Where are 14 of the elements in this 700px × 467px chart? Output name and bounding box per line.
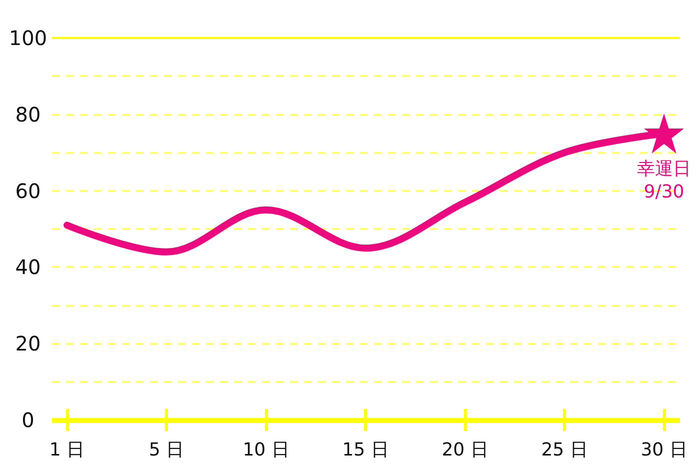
annotation: 幸運日 9/30 bbox=[637, 158, 691, 202]
y-tick-label: 100 bbox=[8, 26, 48, 50]
x-tick-label: 1 日 bbox=[49, 440, 85, 460]
y-tick-label: 60 bbox=[15, 178, 41, 203]
y-tick-label: 40 bbox=[15, 255, 41, 280]
x-tick-label: 25 日 bbox=[541, 440, 588, 460]
y-tick-label: 0 bbox=[22, 408, 34, 432]
y-tick-label: 80 bbox=[15, 102, 41, 126]
x-tick-label: 20 日 bbox=[442, 440, 488, 460]
y-tick-label: 20 bbox=[15, 332, 41, 356]
x-tick-label: 5 日 bbox=[148, 440, 184, 460]
x-tick-label: 10 日 bbox=[242, 440, 290, 460]
x-tick-label: 30 日 bbox=[640, 440, 688, 460]
x-tick-label: 15 日 bbox=[342, 440, 389, 460]
